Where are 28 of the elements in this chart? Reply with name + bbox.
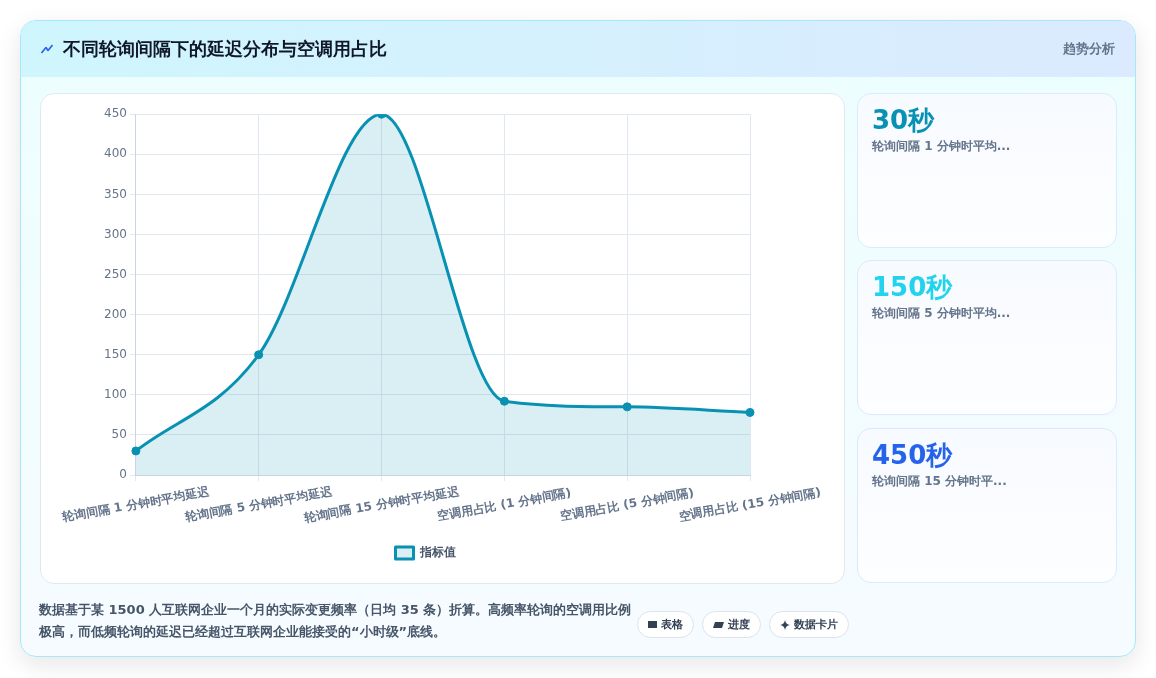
- chart-title: 不同轮询间隔下的延迟分布与空调用占比: [63, 37, 387, 61]
- chip: 进度: [702, 611, 761, 638]
- y-tick-label: 50: [111, 427, 127, 442]
- text: 轮询间隔 5 分钟时平均...: [872, 305, 1011, 321]
- point: [745, 407, 755, 417]
- chip: 表格: [637, 611, 694, 638]
- y-tick-label: 350: [104, 186, 127, 201]
- text: 30秒: [872, 104, 935, 136]
- text: 150秒: [872, 271, 953, 303]
- text: 数据基于某 1500 人互联网企业一个月的实际变更频率（日均 35 条）折算。高频率轮询的空调用比例极高，而低频轮询的延迟已经超过互联网企业能接受的“小时级”底线。: [39, 601, 633, 641]
- chip: 数据卡片: [769, 611, 849, 638]
- y-tick-label: 0: [119, 467, 127, 482]
- text: 轮询间隔 1 分钟时平均...: [872, 138, 1011, 154]
- point: [499, 396, 509, 406]
- text: 趋势分析: [1063, 40, 1115, 58]
- y-tick-label: 250: [104, 266, 127, 281]
- y-tick-label: 150: [104, 346, 127, 361]
- text: 450秒: [872, 439, 953, 471]
- text: 轮询间隔 15 分钟时平...: [872, 473, 1007, 489]
- y-tick-label: 200: [104, 306, 127, 321]
- y-tick-label: 400: [104, 146, 127, 161]
- point: [131, 446, 141, 456]
- y-tick-label: 100: [104, 386, 127, 401]
- point: [254, 350, 264, 360]
- legend-label: 指标值: [418, 545, 456, 560]
- y-tick-label: 450: [104, 106, 127, 121]
- point: [622, 402, 632, 412]
- y-tick-label: 300: [104, 226, 127, 241]
